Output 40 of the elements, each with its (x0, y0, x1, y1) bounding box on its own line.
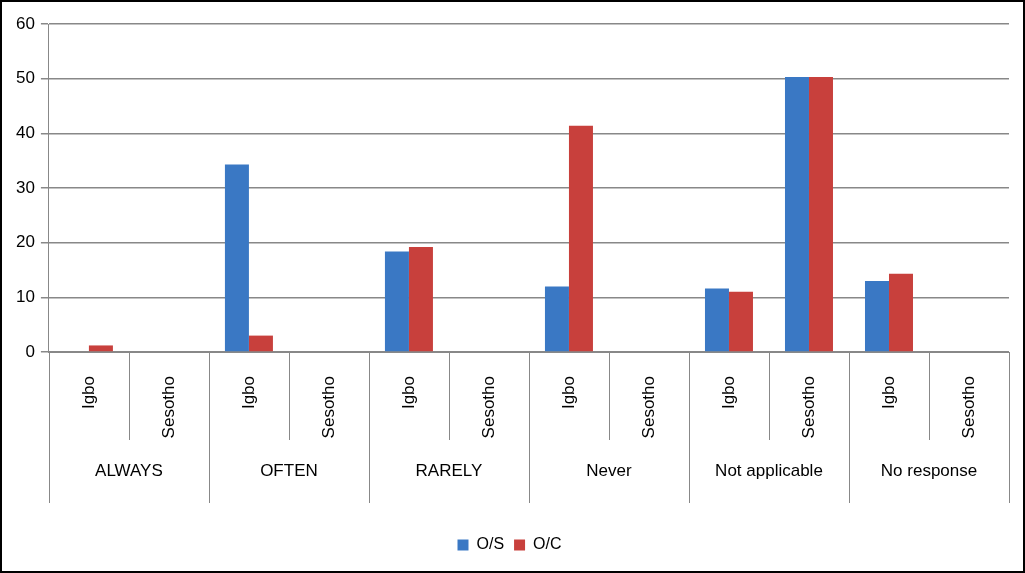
text: Not applicable (715, 461, 823, 481)
y-tick-label: 50 (15, 68, 35, 88)
x-tick-label: Sesotho (318, 376, 338, 439)
legend-label: O/C (533, 535, 562, 553)
bar (544, 286, 569, 352)
bar (384, 251, 409, 352)
x-tick-label: Sesotho (798, 376, 818, 439)
y-tick-label: 10 (15, 287, 35, 307)
bar (808, 77, 833, 352)
text: No response (880, 461, 978, 481)
bar (704, 288, 729, 352)
x-tick-label: Igbo (78, 376, 98, 410)
y-tick-label: 30 (15, 177, 35, 197)
bar (408, 247, 433, 352)
bar (248, 335, 273, 352)
x-tick-label: Sesotho (638, 376, 658, 439)
y-tick-label: 0 (25, 341, 35, 361)
y-tick-label: 40 (15, 123, 35, 143)
text: RARELY (415, 461, 483, 481)
bar (784, 77, 809, 352)
x-tick-label: Igbo (718, 376, 738, 410)
x-tick-label: Sesotho (158, 376, 178, 439)
bar (568, 125, 593, 352)
x-tick-label: Sesotho (478, 376, 498, 439)
x-tick-label: Igbo (558, 376, 578, 410)
bar (728, 291, 753, 352)
x-tick-label: Sesotho (958, 376, 978, 439)
x-tick-label: Igbo (238, 376, 258, 410)
y-tick-label: 60 (15, 13, 35, 33)
text: ALWAYS (95, 461, 163, 481)
bar (88, 345, 113, 352)
bar (864, 280, 889, 352)
text: Never (586, 461, 632, 481)
text: OFTEN (260, 461, 318, 481)
bar (888, 273, 913, 352)
legend-label: O/S (476, 535, 505, 553)
x-tick-label: Igbo (398, 376, 418, 410)
x-tick-label: Igbo (878, 376, 898, 410)
bar (224, 164, 249, 352)
y-tick-label: 20 (15, 232, 35, 252)
